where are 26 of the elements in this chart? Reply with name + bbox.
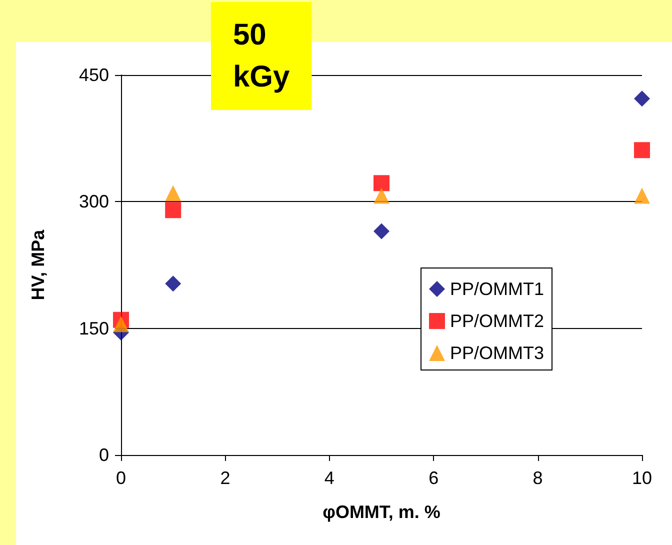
legend-label: PP/OMMT1 (450, 279, 544, 299)
point (374, 223, 390, 240)
y-axis-title: HV, MPa (28, 228, 48, 300)
y-tick-label: 0 (98, 445, 109, 465)
x-tick-label: 8 (532, 468, 543, 488)
legend-label: PP/OMMT2 (450, 311, 544, 331)
x-axis-title: φOMMT, m. % (322, 502, 440, 522)
chart-title: 50 kGy (233, 18, 290, 94)
x-tick-label: 0 (116, 468, 126, 488)
x-tick-label: 4 (324, 468, 334, 488)
y-tick-label: 450 (78, 65, 109, 85)
x-tick-label: 10 (632, 468, 652, 488)
point (165, 185, 182, 202)
point (113, 316, 129, 332)
point (634, 142, 650, 158)
point (165, 202, 182, 218)
y-tick-label: 150 (78, 318, 109, 338)
point (634, 90, 650, 107)
y-tick-label: 300 (78, 192, 109, 212)
point (634, 188, 650, 204)
x-tick-label: 2 (220, 468, 230, 488)
point (374, 188, 390, 204)
legend-label: PP/OMMT3 (450, 343, 544, 363)
point (374, 175, 390, 192)
point (165, 276, 182, 292)
x-tick-label: 6 (428, 468, 439, 488)
